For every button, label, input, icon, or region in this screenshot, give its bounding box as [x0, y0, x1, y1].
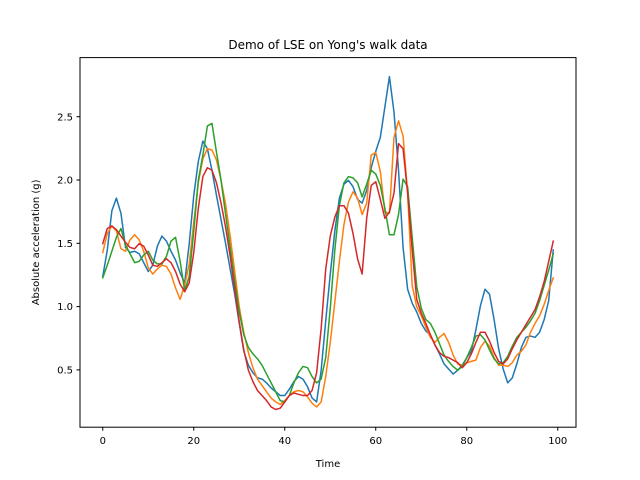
- y-tick-label: 1.0: [57, 302, 73, 313]
- x-axis-label: Time: [315, 459, 340, 470]
- y-tick-label: 1.5: [57, 239, 73, 250]
- y-tick-label: 2.5: [57, 112, 73, 123]
- y-tick-label: 2.0: [57, 176, 73, 187]
- chart-title: Demo of LSE on Yong's walk data: [228, 38, 427, 52]
- axes-frame: [79, 57, 577, 428]
- y-axis-label: Absolute acceleration (g): [31, 179, 42, 305]
- x-tick-label: 80: [460, 436, 473, 447]
- x-axis: 0 20 40 60 80 100: [100, 427, 567, 447]
- series-1-line: [101, 75, 555, 403]
- x-tick-label: 40: [278, 436, 291, 447]
- series-layer: [101, 75, 555, 411]
- x-tick-label: 100: [548, 436, 567, 447]
- x-tick-label: 60: [369, 436, 382, 447]
- series-2-line: [101, 120, 555, 408]
- y-tick-label: 0.5: [57, 366, 73, 377]
- y-axis: 0.5 1.0 1.5 2.0 2.5: [57, 112, 80, 377]
- series-4-line: [101, 142, 555, 411]
- x-tick-label: 20: [187, 436, 200, 447]
- plot-area: [80, 57, 576, 428]
- series-3-line: [101, 122, 555, 403]
- x-tick-label: 0: [100, 436, 106, 447]
